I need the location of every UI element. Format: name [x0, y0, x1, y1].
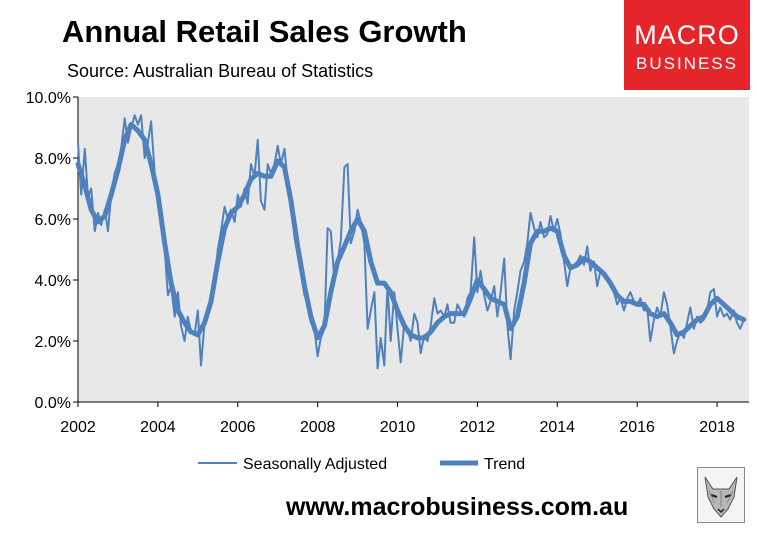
- wolf-icon: [697, 467, 745, 523]
- macrobusiness-logo: MACRO BUSINESS: [624, 0, 750, 90]
- website-url: www.macrobusiness.com.au: [286, 493, 629, 521]
- x-tick-label: 2018: [699, 419, 735, 436]
- chart-title: Annual Retail Sales Growth: [62, 14, 467, 49]
- legend-seasonally-adjusted-label: Seasonally Adjusted: [243, 456, 387, 473]
- x-tick-label: 2016: [619, 419, 655, 436]
- series-layer: [75, 114, 747, 370]
- x-tick-label: 2002: [60, 419, 96, 436]
- y-tick-label: 0.0%: [35, 395, 71, 412]
- logo-line-2: BUSINESS: [636, 54, 738, 73]
- y-tick-label: 2.0%: [35, 334, 71, 351]
- x-tick-label: 2006: [220, 419, 256, 436]
- y-tick-label: 10.0%: [26, 90, 71, 107]
- seasonally-adjusted-line: [77, 114, 745, 370]
- plot-area: [78, 97, 749, 402]
- legend-trend-label: Trend: [484, 456, 525, 473]
- chart-subtitle: Source: Australian Bureau of Statistics: [67, 61, 374, 81]
- legend: Seasonally Adjusted Trend: [198, 456, 525, 473]
- x-tick-label: 2012: [460, 419, 496, 436]
- y-tick-label: 6.0%: [35, 212, 71, 229]
- y-tick-label: 4.0%: [35, 273, 71, 290]
- x-tick-label: 2008: [300, 419, 336, 436]
- x-tick-label: 2010: [380, 419, 416, 436]
- y-tick-label: 8.0%: [35, 151, 71, 168]
- logo-line-1: MACRO: [634, 20, 740, 50]
- x-tick-label: 2014: [539, 419, 575, 436]
- x-tick-label: 2004: [140, 419, 176, 436]
